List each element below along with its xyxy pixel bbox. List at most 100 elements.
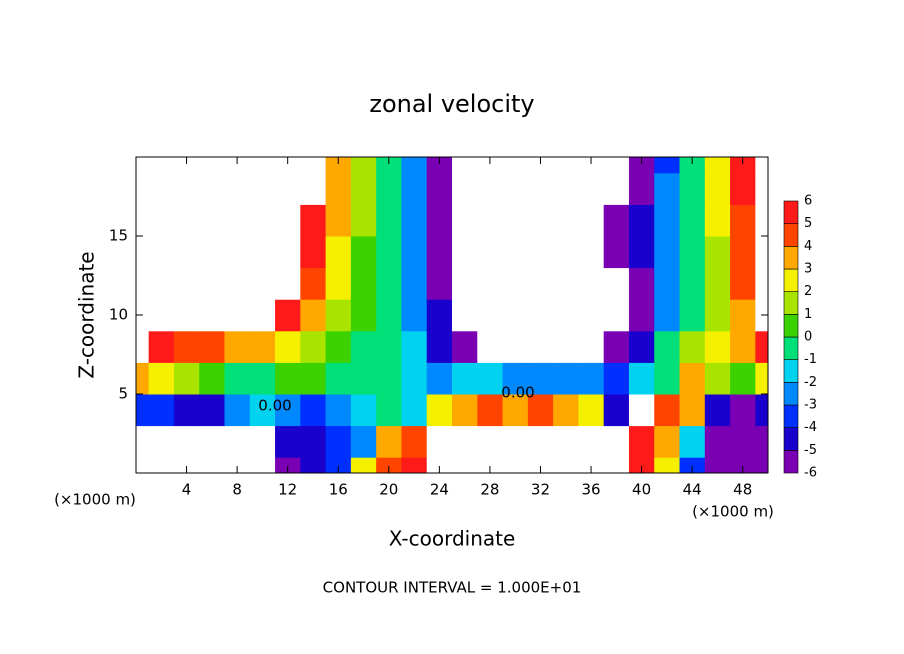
field-cell [275, 362, 301, 395]
field-cell [199, 330, 225, 363]
field-cell [679, 362, 706, 395]
field-cell [249, 394, 276, 427]
field-cell [376, 457, 402, 473]
field-cell [350, 394, 377, 427]
field-cell [173, 330, 200, 363]
field-cell [628, 457, 655, 473]
field-cell [401, 330, 428, 363]
field-cell [199, 299, 225, 332]
colorbar-label: 5 [804, 216, 812, 231]
field-cell [224, 457, 251, 473]
field-cell [452, 394, 478, 427]
field-cell [679, 330, 706, 363]
field-cell [603, 299, 630, 332]
field-cell [679, 236, 706, 269]
field-cell [325, 267, 352, 300]
colorbar-label: 1 [804, 307, 812, 322]
field-cell [502, 362, 529, 395]
field-cell [654, 425, 681, 458]
field-cell [224, 425, 251, 458]
field-cell [603, 157, 630, 174]
field-cell [224, 157, 251, 174]
field-cell [628, 157, 655, 174]
field-cell [249, 157, 276, 174]
field-cell [477, 457, 504, 473]
field-cell [704, 157, 731, 174]
field-cell [477, 362, 504, 395]
field-cell [553, 299, 579, 332]
field-cell [654, 330, 681, 363]
field-cell [628, 236, 655, 269]
field-cell [249, 172, 276, 205]
field-cell [628, 362, 655, 395]
colorbar-band [783, 291, 799, 315]
field-cell [249, 267, 276, 300]
field-cell [426, 157, 453, 174]
field-cell [300, 157, 327, 174]
field-cell [502, 172, 529, 205]
field-cell [300, 362, 327, 395]
field-cell [148, 457, 175, 473]
field-cell [426, 299, 453, 332]
field-cell [249, 299, 276, 332]
field-cell [401, 362, 428, 395]
field-cell [452, 330, 478, 363]
field-cell [376, 299, 402, 332]
field-cell [527, 362, 554, 395]
field-cell [452, 299, 478, 332]
field-cell [401, 172, 428, 205]
field-cell [527, 157, 554, 174]
field-cell [755, 457, 768, 473]
field-cell [553, 394, 579, 427]
field-cell [477, 425, 504, 458]
colorbar-band [783, 382, 799, 406]
field-layer [136, 157, 768, 473]
colorbar-band [783, 359, 799, 383]
field-cell [527, 330, 554, 363]
field-cell [224, 330, 251, 363]
field-cell [224, 172, 251, 205]
field-cell [755, 267, 768, 300]
field-cell [654, 236, 681, 269]
field-cell [628, 425, 655, 458]
field-cell [679, 299, 706, 332]
field-cell [148, 267, 175, 300]
field-cell [578, 330, 605, 363]
field-cell [755, 425, 768, 458]
colorbar-label: -3 [804, 398, 817, 413]
field-cell [553, 236, 579, 269]
x-tick-label: 8 [232, 481, 242, 499]
field-cell [578, 394, 605, 427]
field-cell [148, 172, 175, 205]
field-cell [300, 236, 327, 269]
x-tick-label: 36 [581, 481, 600, 499]
field-cell [502, 267, 529, 300]
field-cell [553, 425, 579, 458]
field-cell [136, 394, 150, 427]
field-cell [401, 425, 428, 458]
field-cell [148, 236, 175, 269]
field-cell [553, 457, 579, 473]
field-cell [628, 394, 655, 427]
field-cell [300, 204, 327, 237]
field-cell [376, 330, 402, 363]
field-cell [401, 236, 428, 269]
y-tick-label: 5 [118, 385, 128, 403]
field-cell [654, 299, 681, 332]
field-cell [136, 362, 150, 395]
y-tick-label: 15 [109, 227, 128, 245]
field-cell [401, 299, 428, 332]
field-cell [136, 425, 150, 458]
x-axis-label: X-coordinate [389, 527, 516, 551]
field-cell [325, 172, 352, 205]
colorbar-band [783, 314, 799, 338]
field-cell [477, 236, 504, 269]
field-cell [350, 267, 377, 300]
field-cell [527, 425, 554, 458]
field-cell [173, 425, 200, 458]
field-cell [704, 330, 731, 363]
field-cell [755, 172, 768, 205]
field-cell [679, 204, 706, 237]
field-cell [628, 172, 655, 205]
field-cell [502, 457, 529, 473]
